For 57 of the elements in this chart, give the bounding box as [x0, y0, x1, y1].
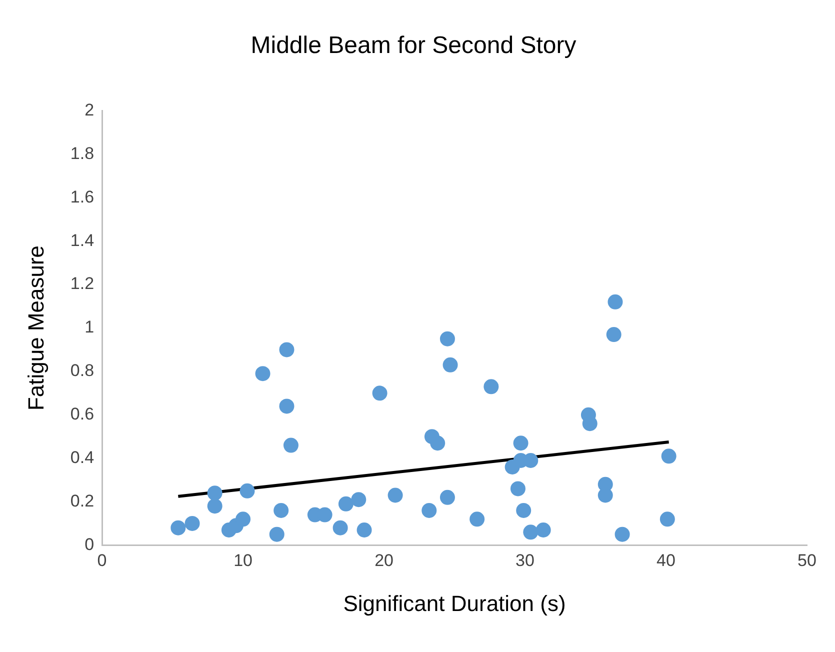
point — [338, 496, 354, 512]
y-axis-title: Fatigue Measure — [23, 245, 48, 411]
point — [440, 331, 455, 346]
point — [207, 486, 222, 501]
point — [351, 492, 366, 508]
chart-title: Middle Beam for Second Story — [250, 32, 576, 60]
point — [513, 436, 528, 451]
y-tick-label: 2 — [84, 100, 94, 120]
y-tick-label: 0 — [84, 534, 94, 554]
point — [484, 379, 499, 394]
point — [332, 520, 348, 536]
point — [255, 366, 270, 382]
y-tick-label: 0.4 — [70, 448, 94, 468]
y-tick-label: 0.2 — [70, 491, 94, 510]
point — [614, 526, 630, 542]
x-tick-label: 10 — [234, 551, 252, 570]
y-tick-label: 1.4 — [70, 230, 94, 250]
point — [536, 522, 551, 538]
x-tick-label: 20 — [374, 551, 394, 570]
point — [608, 294, 623, 310]
point — [422, 502, 437, 518]
x-tick-label: 40 — [656, 551, 676, 570]
y-tick-label: 1.6 — [70, 187, 94, 206]
y-tick-label: 1.2 — [70, 274, 94, 294]
point — [516, 502, 532, 518]
y-tick-label: 1.8 — [70, 144, 94, 163]
x-tick-label: 0 — [97, 551, 107, 570]
point — [430, 436, 446, 451]
point — [207, 498, 222, 514]
x-tick-label: 30 — [516, 551, 534, 570]
point — [388, 488, 403, 503]
point — [582, 416, 598, 432]
point — [598, 488, 613, 503]
point — [660, 512, 675, 527]
point — [274, 502, 289, 518]
point — [510, 481, 526, 496]
point — [269, 526, 284, 542]
point — [523, 524, 538, 540]
y-tick-label: 0.6 — [70, 404, 94, 424]
point — [440, 490, 455, 505]
point — [184, 516, 200, 531]
x-axis-title: Significant Duration (s) — [343, 590, 566, 616]
point — [283, 438, 298, 453]
point — [236, 512, 251, 527]
point — [240, 483, 255, 498]
point — [442, 357, 458, 372]
point — [170, 520, 186, 536]
point — [279, 398, 294, 414]
point — [661, 448, 676, 464]
point — [606, 327, 622, 342]
y-tick-label: 1 — [84, 318, 94, 337]
y-tick-label: 0.8 — [70, 361, 94, 380]
point — [372, 386, 388, 401]
point — [279, 342, 294, 358]
x-tick-label: 50 — [798, 551, 816, 570]
point — [356, 522, 372, 538]
point — [470, 512, 485, 527]
